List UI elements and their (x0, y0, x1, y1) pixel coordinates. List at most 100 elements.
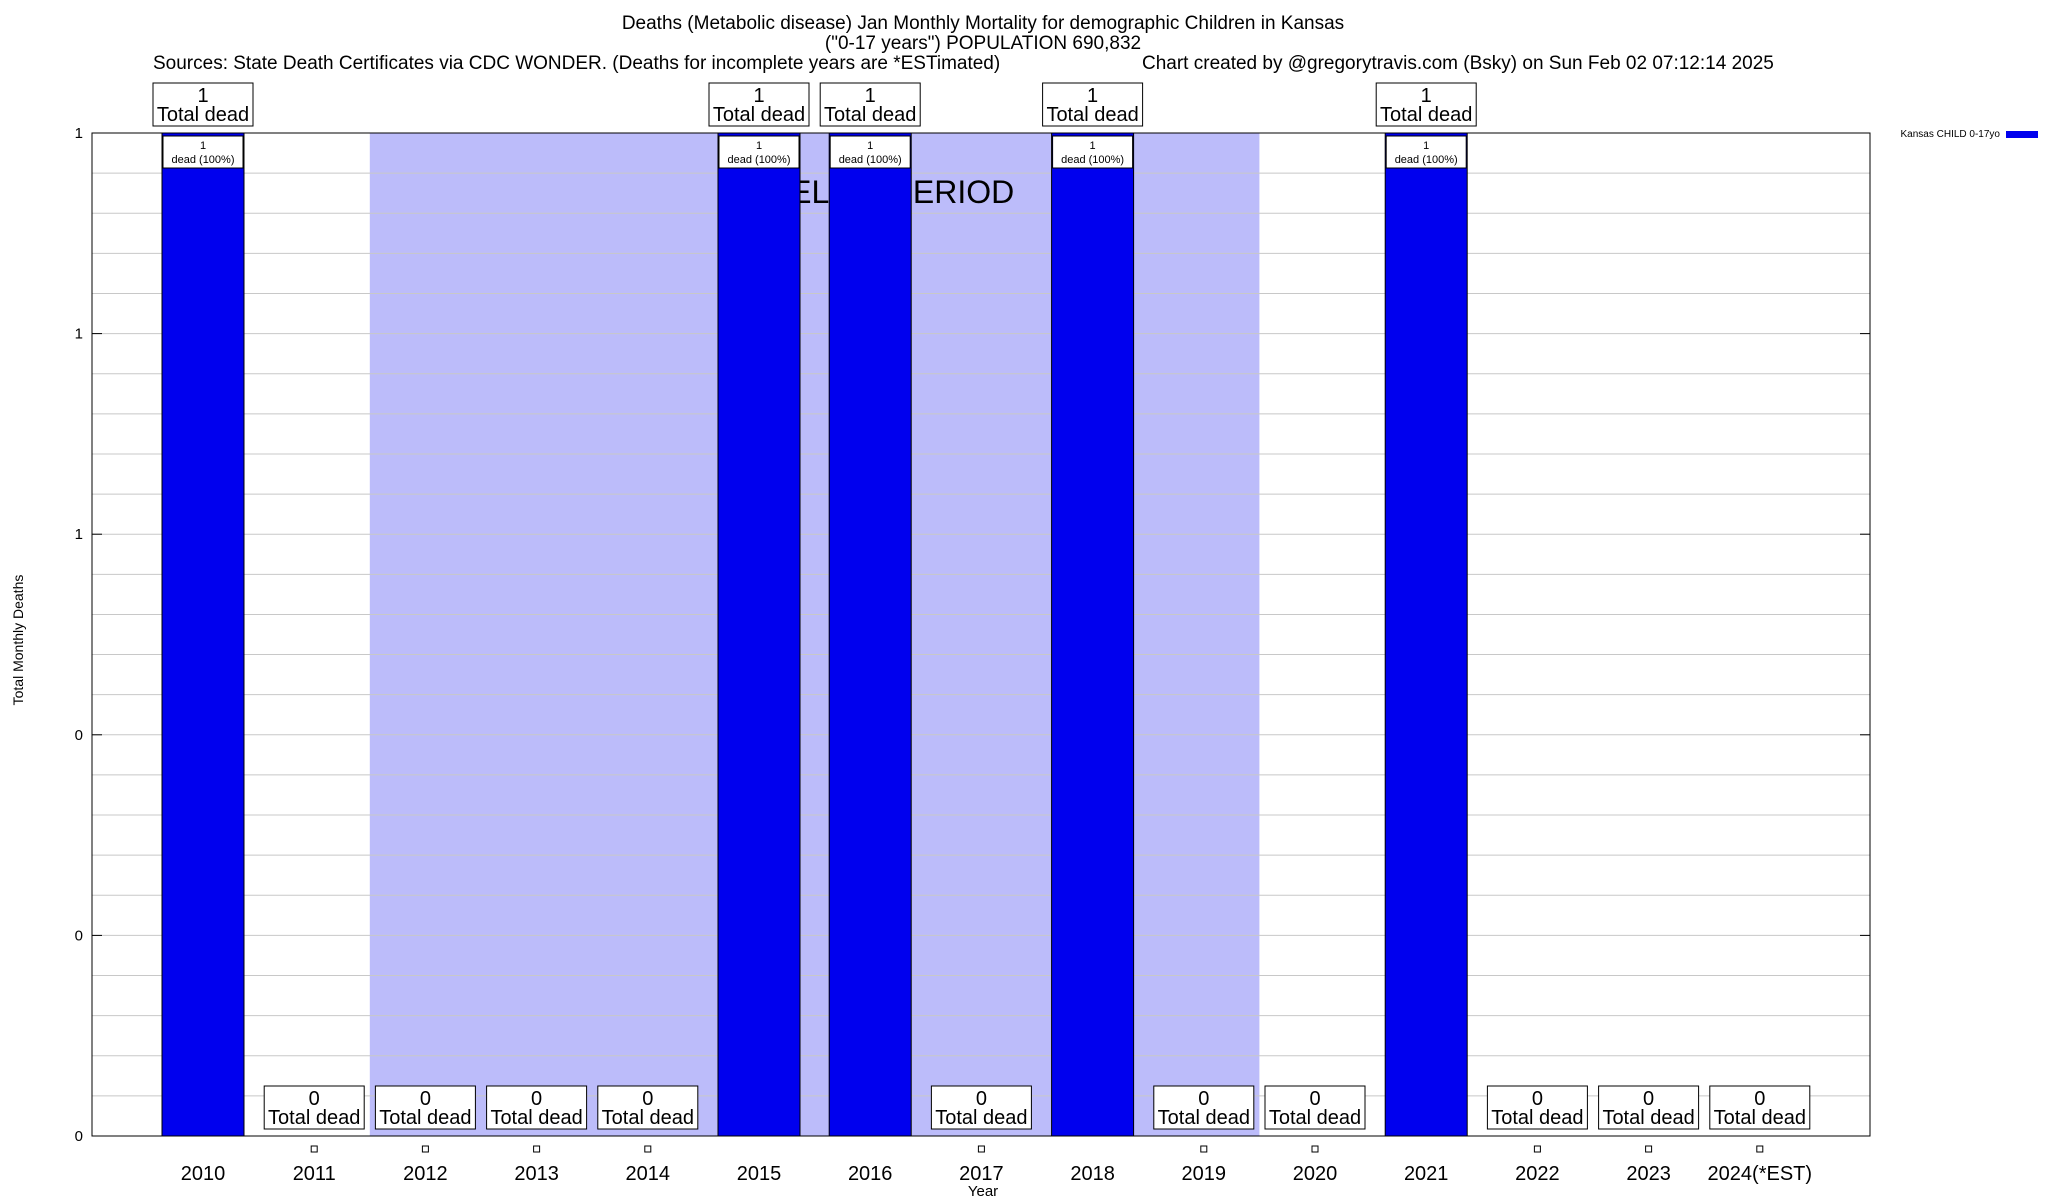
total-label-box (152, 82, 254, 127)
x-tick-label: 2012 (403, 1163, 448, 1185)
total-label-value: 0 (1754, 1088, 1765, 1110)
total-label-box (374, 1085, 476, 1130)
legend-label: Kansas CHILD 0-17yo (1900, 129, 2001, 140)
total-label-box (1375, 82, 1477, 127)
bar-inner-label: dead (100%) (839, 154, 902, 166)
total-label-value: 1 (197, 85, 208, 107)
bar-inner-value: 1 (1423, 140, 1429, 152)
total-label-text: Total dead (268, 1107, 360, 1129)
x-tick-label: 2019 (1182, 1163, 1227, 1185)
bar-inner-label-box (718, 135, 800, 169)
bar-inner-value: 1 (200, 140, 206, 152)
zero-marker (1533, 1145, 1541, 1153)
x-tick-label: 2013 (514, 1163, 559, 1185)
total-label-value: 0 (976, 1088, 987, 1110)
total-label-text: Total dead (1714, 1107, 1806, 1129)
plot-border (91, 132, 1871, 1137)
total-label-text: Total dead (1602, 1107, 1694, 1129)
total-label-box (1153, 1085, 1255, 1130)
bar (1051, 132, 1135, 1137)
total-label-value: 0 (1198, 1088, 1209, 1110)
chart-credit: Chart created by @gregorytravis.com (Bsk… (1142, 53, 1774, 74)
total-label-box (263, 1085, 365, 1130)
total-label-text: Total dead (935, 1107, 1027, 1129)
total-label-text: Total dead (1380, 104, 1472, 126)
bar (1384, 132, 1468, 1137)
y-tick-label: 0 (75, 1128, 83, 1145)
bar-inner-label-box (162, 135, 244, 169)
total-label-box (1042, 82, 1144, 127)
bar (161, 132, 245, 1137)
x-tick-label: 2011 (293, 1163, 336, 1185)
zero-marker (644, 1145, 652, 1153)
total-label-box (1486, 1085, 1588, 1130)
total-label-box (819, 82, 921, 127)
total-label-box (930, 1085, 1032, 1130)
legend-swatch (2006, 131, 2038, 138)
zero-marker (1645, 1145, 1653, 1153)
total-label-box (486, 1085, 588, 1130)
total-label-text: Total dead (1158, 1107, 1250, 1129)
bar (828, 132, 912, 1137)
total-label-value: 1 (1087, 85, 1098, 107)
total-label-box (1264, 1085, 1366, 1130)
total-label-value: 0 (642, 1088, 653, 1110)
total-label-value: 0 (1309, 1088, 1320, 1110)
x-axis-label: Year (967, 1183, 999, 1200)
bar-inner-label-box (829, 135, 911, 169)
total-label-value: 0 (531, 1088, 542, 1110)
y-tick-label: 0 (75, 727, 83, 744)
total-label-value: 1 (865, 85, 876, 107)
total-label-value: 0 (1532, 1088, 1543, 1110)
zero-marker (310, 1145, 318, 1153)
chart-title-line-2: ("0-17 years") POPULATION 690,832 (824, 33, 1142, 54)
chart-title-line-1: Deaths (Metabolic disease) Jan Monthly M… (621, 13, 1345, 34)
x-tick-label: 2020 (1293, 1163, 1338, 1185)
total-label-text: Total dead (490, 1107, 582, 1129)
x-tick-label: 2015 (737, 1163, 782, 1185)
y-tick-label: 0 (75, 927, 83, 944)
bar-inner-label: dead (100%) (728, 154, 791, 166)
total-label-box (708, 82, 810, 127)
zero-marker (1311, 1145, 1319, 1153)
zero-marker (977, 1145, 985, 1153)
x-tick-label: 2024(*EST) (1708, 1163, 1813, 1185)
total-label-text: Total dead (1491, 1107, 1583, 1129)
zero-marker (1756, 1145, 1764, 1153)
bar-inner-label: dead (100%) (1395, 154, 1458, 166)
total-label-text: Total dead (379, 1107, 471, 1129)
total-label-value: 1 (753, 85, 764, 107)
x-tick-label: 2018 (1070, 1163, 1115, 1185)
bar-inner-label: dead (100%) (1061, 154, 1124, 166)
x-tick-label: 2017 (959, 1163, 1004, 1185)
y-tick-label: 1 (75, 125, 83, 142)
legend: Kansas CHILD 0-17yo (1900, 129, 2038, 140)
y-tick-label: 1 (75, 326, 83, 343)
bar-inner-value: 1 (1090, 140, 1096, 152)
bar-inner-value: 1 (867, 140, 873, 152)
total-label-box (1598, 1085, 1700, 1130)
x-tick-label: 2014 (626, 1163, 671, 1185)
bar-inner-value: 1 (756, 140, 762, 152)
total-label-text: Total dead (602, 1107, 694, 1129)
chart-sources: Sources: State Death Certificates via CD… (153, 53, 1001, 74)
total-label-text: Total dead (824, 104, 916, 126)
bar-inner-label: dead (100%) (172, 154, 235, 166)
bar (717, 132, 801, 1137)
total-label-text: Total dead (1269, 1107, 1361, 1129)
total-label-text: Total dead (157, 104, 249, 126)
total-label-value: 1 (1421, 85, 1432, 107)
y-tick-label: 1 (75, 526, 83, 543)
bar-inner-label-box (1385, 135, 1467, 169)
x-tick-label: 2021 (1404, 1163, 1449, 1185)
bar-inner-label-box (1052, 135, 1134, 169)
total-label-value: 0 (420, 1088, 431, 1110)
total-label-value: 0 (1643, 1088, 1654, 1110)
x-tick-label: 2023 (1626, 1163, 1671, 1185)
x-tick-label: 2016 (848, 1163, 893, 1185)
zero-marker (1200, 1145, 1208, 1153)
total-label-text: Total dead (1046, 104, 1138, 126)
total-label-value: 0 (309, 1088, 320, 1110)
zero-marker (421, 1145, 429, 1153)
